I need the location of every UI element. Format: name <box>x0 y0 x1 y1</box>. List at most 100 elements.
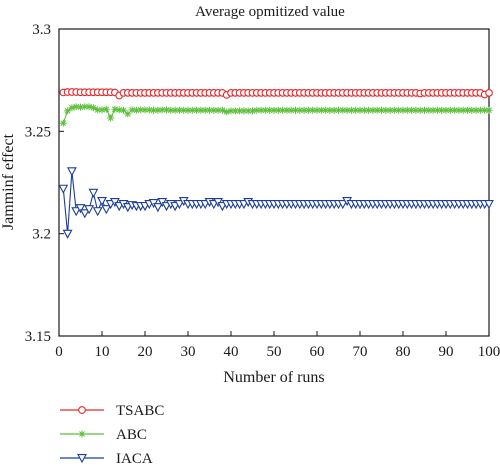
data-point-abc <box>141 106 149 114</box>
data-point-abc <box>292 106 299 114</box>
x-tick-label: 20 <box>138 344 153 360</box>
legend-marker <box>78 406 86 414</box>
data-point-abc <box>481 106 489 114</box>
data-point-abc <box>335 106 342 114</box>
data-point-abc <box>102 105 110 113</box>
data-point-abc <box>459 106 467 114</box>
data-point-abc <box>240 107 248 115</box>
data-point-iaca <box>88 188 99 198</box>
legend-item-iaca: IACA <box>60 451 153 466</box>
data-point-abc <box>438 106 446 114</box>
data-point-abc <box>137 106 145 114</box>
x-tick-label: 100 <box>478 344 500 360</box>
data-point-abc <box>68 104 76 112</box>
data-point-abc <box>468 106 476 114</box>
data-point-abc <box>382 106 390 114</box>
data-point-abc <box>111 105 119 113</box>
x-tick-label: 40 <box>224 344 239 360</box>
data-point-abc <box>416 106 424 114</box>
data-point-abc <box>89 104 97 112</box>
data-point-abc <box>206 106 213 114</box>
data-point-abc <box>356 106 364 114</box>
data-point-abc <box>218 106 226 114</box>
data-point-iaca <box>79 209 90 219</box>
data-point-abc <box>158 106 166 114</box>
data-point-abc <box>322 106 330 114</box>
data-point-abc <box>210 106 218 114</box>
y-tick-label: 3.15 <box>25 329 51 345</box>
data-point-iaca <box>58 184 69 194</box>
x-axis: 0 10 20 30 40 50 60 70 80 90 100 <box>55 331 500 360</box>
data-point-abc <box>287 106 295 114</box>
data-point-abc <box>120 106 127 114</box>
data-point-abc <box>197 106 205 114</box>
data-point-abc <box>124 110 132 118</box>
data-point-abc <box>283 106 291 114</box>
data-point-abc <box>249 107 256 115</box>
data-point-abc <box>429 106 437 114</box>
series-tsabc <box>59 88 493 100</box>
data-point-abc <box>326 106 334 114</box>
y-axis-label: Jamminf effect <box>0 133 17 230</box>
data-point-abc <box>167 106 175 114</box>
data-point-abc <box>85 103 93 111</box>
y-tick-label: 3.3 <box>32 22 51 38</box>
data-point-abc <box>115 106 123 114</box>
data-point-abc <box>330 106 338 114</box>
data-point-abc <box>188 106 196 114</box>
data-point-abc <box>296 106 304 114</box>
legend-label: ABC <box>116 427 147 443</box>
data-point-abc <box>352 106 360 114</box>
data-point-iaca <box>75 204 86 214</box>
data-point-abc <box>266 106 274 114</box>
data-point-iaca <box>84 205 95 215</box>
data-point-abc <box>184 106 192 114</box>
data-point-abc <box>193 106 201 114</box>
x-tick-label: 50 <box>267 344 282 360</box>
y-axis: 3.15 3.2 3.25 3.3 <box>25 22 64 345</box>
data-point-iaca <box>62 229 73 239</box>
data-point-abc <box>72 103 80 111</box>
chart-title: Average opmitized value <box>195 4 345 20</box>
data-point-abc <box>231 107 239 115</box>
legend-marker <box>78 430 86 438</box>
legend-item-abc: ABC <box>60 427 147 443</box>
legend: TSABC ABC IACA <box>60 403 164 466</box>
data-point-abc <box>451 106 459 114</box>
data-point-abc <box>180 106 188 114</box>
data-point-abc <box>425 106 433 114</box>
data-point-abc <box>59 119 67 127</box>
data-point-abc <box>145 106 153 114</box>
data-point-abc <box>128 106 136 114</box>
data-point-abc <box>347 106 355 114</box>
data-point-iaca <box>484 200 494 210</box>
data-point-abc <box>214 106 222 114</box>
data-point-abc <box>163 106 170 114</box>
data-point-abc <box>274 106 282 114</box>
series-layer <box>58 88 494 239</box>
data-point-abc <box>446 106 454 114</box>
data-point-abc <box>304 106 312 114</box>
data-point-abc <box>339 106 347 114</box>
data-point-abc <box>386 106 394 114</box>
data-point-abc <box>408 106 416 114</box>
x-tick-label: 30 <box>181 344 196 360</box>
data-point-abc <box>270 106 278 114</box>
data-point-abc <box>378 106 385 114</box>
data-point-abc <box>485 106 493 114</box>
y-tick-label: 3.25 <box>25 124 51 140</box>
x-tick-label: 70 <box>353 344 368 360</box>
x-tick-label: 60 <box>310 344 325 360</box>
data-point-abc <box>390 106 398 114</box>
data-point-abc <box>433 106 441 114</box>
data-point-abc <box>244 107 252 115</box>
data-point-abc <box>227 107 235 115</box>
data-point-abc <box>360 106 368 114</box>
legend-item-tsabc: TSABC <box>60 403 164 419</box>
data-point-abc <box>132 106 140 114</box>
x-tick-label: 80 <box>396 344 411 360</box>
legend-label: IACA <box>116 451 153 466</box>
data-point-abc <box>223 108 231 116</box>
data-point-abc <box>253 106 261 114</box>
